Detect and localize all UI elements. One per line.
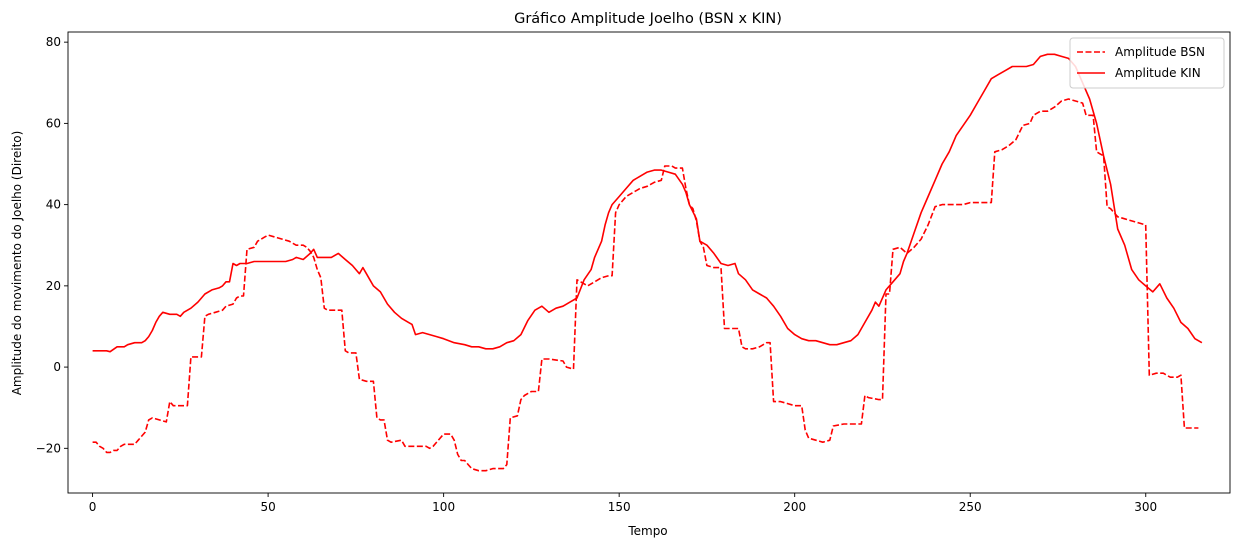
series-line-bsn xyxy=(92,98,1199,472)
y-tick-label: 0 xyxy=(53,360,61,374)
x-tick-label: 200 xyxy=(783,500,806,514)
x-tick-label: 300 xyxy=(1134,500,1157,514)
legend: Amplitude BSN Amplitude KIN xyxy=(1069,37,1225,89)
x-tick-label: 50 xyxy=(260,500,275,514)
x-tick-label: 250 xyxy=(959,500,982,514)
legend-label: Amplitude KIN xyxy=(1115,66,1201,80)
x-axis-title: Tempo xyxy=(627,524,667,538)
y-tick-label: 80 xyxy=(46,35,61,49)
plot-area xyxy=(67,31,1231,494)
y-tick-label: 60 xyxy=(46,116,61,130)
y-axis-title: Amplitude do movimento do Joelho (Direit… xyxy=(10,131,24,396)
legend-label: Amplitude BSN xyxy=(1115,45,1205,59)
legend-box xyxy=(1069,37,1225,89)
y-tick-label: 40 xyxy=(46,198,61,212)
plot-frame xyxy=(67,31,1231,494)
x-tick-label: 100 xyxy=(432,500,455,514)
x-axis: 0 50 100 150 200 250 300 xyxy=(89,493,1157,514)
y-tick-label: −20 xyxy=(36,441,61,455)
x-tick-label: 150 xyxy=(608,500,631,514)
y-tick-label: 20 xyxy=(46,279,61,293)
chart-title: Gráfico Amplitude Joelho (BSN x KIN) xyxy=(514,11,782,27)
series-line-kin xyxy=(92,53,1203,353)
y-axis: −20 0 20 40 60 80 xyxy=(36,35,68,455)
x-tick-label: 0 xyxy=(89,500,97,514)
